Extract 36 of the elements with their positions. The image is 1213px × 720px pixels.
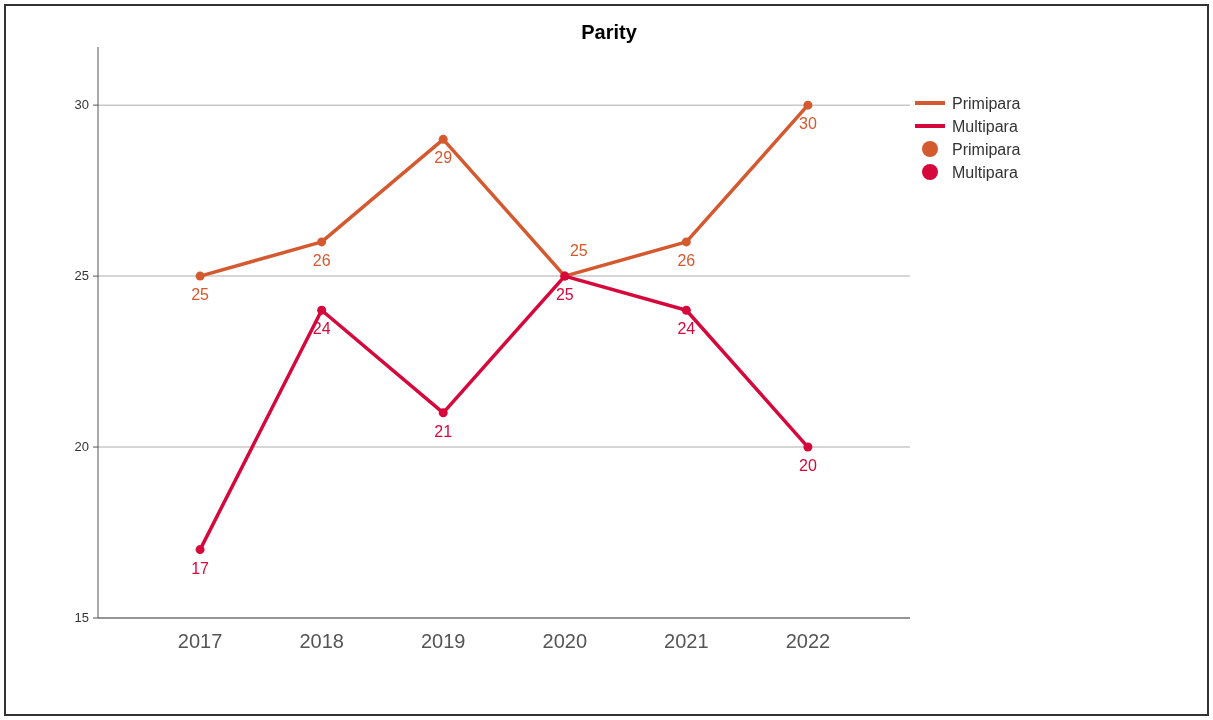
x-tick-label: 2018 [299, 630, 344, 652]
y-tick-label: 20 [74, 439, 89, 455]
x-tick-label: 2022 [785, 630, 831, 652]
y-tick-label: 30 [74, 97, 89, 113]
chart-title: Parity [581, 21, 638, 43]
x-tick-label: 2021 [664, 630, 709, 652]
point [438, 408, 448, 418]
data-label: 26 [312, 251, 331, 269]
text: Multipara [952, 118, 1018, 135]
y-tick-label: 15 [74, 610, 89, 625]
point [681, 305, 691, 315]
data-label: 20 [798, 457, 817, 475]
legend-label: Multipara [952, 164, 1018, 181]
point [438, 134, 448, 144]
data-label: 25 [191, 286, 210, 304]
x-tick-label: 2017 [177, 630, 223, 652]
y-tick-label: 25 [74, 268, 89, 284]
data-label: 30 [798, 115, 817, 133]
data-label: 25 [555, 286, 574, 304]
legend-label: Primipara [952, 95, 1021, 112]
text: Primipara [952, 141, 1021, 158]
point [195, 271, 205, 281]
point [803, 100, 813, 110]
data-label: 25 [569, 242, 588, 260]
data-label: 29 [434, 149, 453, 167]
point [803, 442, 813, 452]
data-label: 17 [191, 559, 210, 577]
data-label: 21 [434, 422, 453, 440]
x-tick-label: 2019 [420, 630, 466, 652]
x-tick-label: 2020 [542, 630, 588, 652]
point [317, 305, 327, 315]
point [317, 237, 327, 247]
point [681, 237, 691, 247]
data-label: 26 [677, 251, 696, 269]
point [195, 545, 205, 555]
data-label: 24 [677, 320, 696, 338]
